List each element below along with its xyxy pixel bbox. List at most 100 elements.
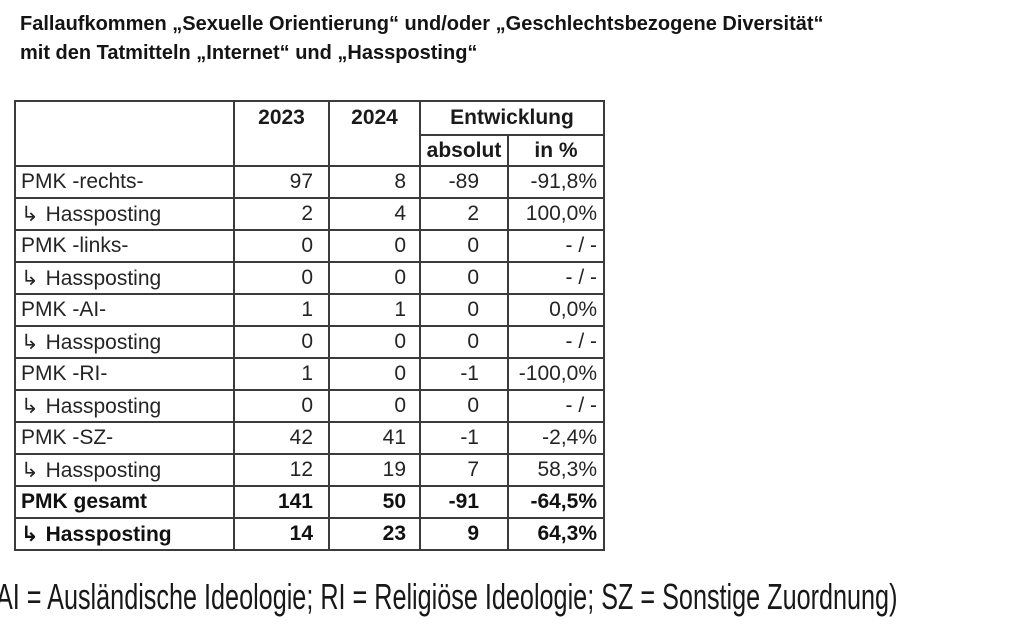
row-label-text: PMK -rechts- [21, 170, 144, 193]
footnote-abbreviations: AI = Ausländische Ideologie; RI = Religi… [0, 576, 898, 617]
cell-absolut: 0 [419, 293, 509, 327]
row-label-text: Hassposting [45, 266, 162, 290]
cell-2024: 23 [328, 517, 421, 551]
sub-item-arrow-icon: ↳ [21, 393, 39, 418]
row-label: PMK -AI- [14, 293, 235, 327]
row-label-text: PMK gesamt [21, 490, 148, 513]
sub-item-arrow-icon: ↳ [21, 457, 39, 482]
row-label: PMK -rechts- [14, 165, 235, 199]
cell-2024: 1 [328, 293, 421, 327]
table-row: PMK -RI- 1 0 -1 -100,0% [14, 357, 605, 391]
table-row-total: ↳ Hassposting 14 23 9 64,3% [14, 517, 605, 551]
statistics-table: 2023 2024 Entwicklung absolut in % PMK -… [14, 100, 605, 551]
table-row: PMK -rechts- 97 8 -89 -91,8% [14, 165, 605, 199]
cell-2023: 0 [233, 261, 330, 295]
cell-percent: 64,3% [507, 517, 605, 551]
cell-2024: 19 [328, 453, 421, 487]
header-2024: 2024 [328, 100, 421, 167]
cell-absolut: -1 [419, 421, 509, 455]
sub-item-arrow-icon: ↳ [21, 521, 39, 546]
table-row: ↳ Hassposting 0 0 0 - / - [14, 389, 605, 423]
cell-percent: - / - [507, 325, 605, 359]
cell-2023: 97 [233, 165, 330, 199]
cell-2024: 0 [328, 261, 421, 295]
row-label-text: Hassposting [45, 202, 162, 226]
table-row: PMK -links- 0 0 0 - / - [14, 229, 605, 263]
sub-item-arrow-icon: ↳ [21, 265, 39, 290]
cell-absolut: 0 [419, 261, 509, 295]
cell-percent: - / - [507, 389, 605, 423]
cell-percent: - / - [507, 229, 605, 263]
cell-2024: 41 [328, 421, 421, 455]
cell-2023: 42 [233, 421, 330, 455]
cell-percent: -100,0% [507, 357, 605, 391]
header-empty-cell [14, 100, 235, 167]
header-2023: 2023 [233, 100, 330, 167]
row-label-text: Hassposting [45, 458, 162, 482]
header-absolut: absolut [419, 134, 509, 167]
cell-2023: 1 [233, 357, 330, 391]
row-label: ↳ Hassposting [14, 197, 235, 231]
row-label: PMK -SZ- [14, 421, 235, 455]
header-row-1: 2023 2024 Entwicklung [14, 100, 605, 167]
page-title-line-1: Fallaufkommen „Sexuelle Orientierung“ un… [20, 13, 824, 35]
cell-2023: 141 [233, 485, 330, 519]
cell-2024: 0 [328, 229, 421, 263]
cell-absolut: 0 [419, 325, 509, 359]
sub-item-arrow-icon: ↳ [21, 329, 39, 354]
cell-2024: 4 [328, 197, 421, 231]
cell-absolut: -1 [419, 357, 509, 391]
cell-2024: 0 [328, 357, 421, 391]
cell-percent: 100,0% [507, 197, 605, 231]
cell-percent: -64,5% [507, 485, 605, 519]
table-row-total: PMK gesamt 141 50 -91 -64,5% [14, 485, 605, 519]
cell-absolut: 7 [419, 453, 509, 487]
cell-2024: 0 [328, 389, 421, 423]
cell-absolut: -89 [419, 165, 509, 199]
cell-absolut: 9 [419, 517, 509, 551]
header-row-2: absolut in % [15, 134, 605, 167]
cell-absolut: 2 [419, 197, 509, 231]
cell-2023: 14 [233, 517, 330, 551]
row-label: ↳ Hassposting [14, 325, 235, 359]
cell-2023: 0 [233, 389, 330, 423]
cell-percent: -91,8% [507, 165, 605, 199]
page-title: Fallaufkommen „Sexuelle Orientierung“ un… [20, 10, 824, 68]
cell-percent: -2,4% [507, 421, 605, 455]
header-entwicklung: Entwicklung [419, 100, 605, 136]
row-label: PMK gesamt [14, 485, 235, 519]
cell-2023: 12 [233, 453, 330, 487]
table-row: ↳ Hassposting 12 19 7 58,3% [14, 453, 605, 487]
row-label: PMK -RI- [14, 357, 235, 391]
cell-2023: 0 [233, 229, 330, 263]
row-label-text: PMK -SZ- [21, 426, 114, 449]
cell-2024: 8 [328, 165, 421, 199]
row-label: PMK -links- [14, 229, 235, 263]
cell-absolut: 0 [419, 389, 509, 423]
row-label-text: Hassposting [45, 394, 162, 418]
table-row: PMK -AI- 1 1 0 0,0% [14, 293, 605, 327]
row-label: ↳ Hassposting [14, 261, 235, 295]
cell-percent: 0,0% [507, 293, 605, 327]
table-row: ↳ Hassposting 2 4 2 100,0% [14, 197, 605, 231]
cell-percent: - / - [507, 261, 605, 295]
row-label-text: Hassposting [45, 522, 172, 546]
cell-absolut: 0 [419, 229, 509, 263]
row-label-text: PMK -RI- [21, 362, 108, 385]
cell-2024: 50 [328, 485, 421, 519]
table-row: PMK -SZ- 42 41 -1 -2,4% [14, 421, 605, 455]
row-label-text: PMK -links- [21, 234, 129, 257]
row-label-text: Hassposting [45, 330, 162, 354]
row-label: ↳ Hassposting [14, 517, 235, 551]
cell-2023: 2 [233, 197, 330, 231]
table-header: 2023 2024 Entwicklung absolut in % [14, 100, 605, 167]
sub-item-arrow-icon: ↳ [21, 201, 39, 226]
cell-absolut: -91 [419, 485, 509, 519]
cell-2023: 0 [233, 325, 330, 359]
cell-2024: 0 [328, 325, 421, 359]
table-row: ↳ Hassposting 0 0 0 - / - [14, 261, 605, 295]
header-in-percent: in % [507, 134, 605, 167]
row-label: ↳ Hassposting [14, 453, 235, 487]
page-title-line-2: mit den Tatmitteln „Internet“ und „Hassp… [20, 42, 478, 64]
row-label-text: PMK -AI- [21, 298, 107, 321]
